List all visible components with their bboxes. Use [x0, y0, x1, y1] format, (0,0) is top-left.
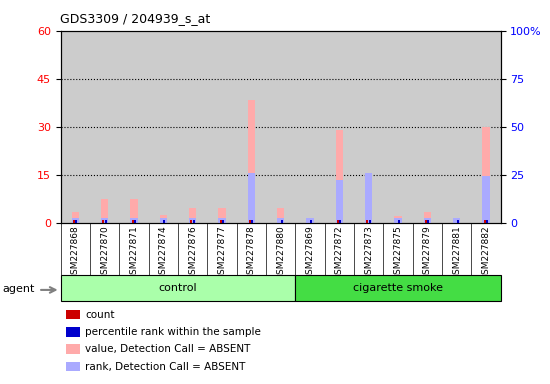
Bar — [366, 220, 368, 223]
Bar — [160, 215, 167, 223]
Bar — [486, 220, 488, 223]
Bar — [398, 220, 400, 223]
Bar — [425, 220, 427, 223]
Bar — [456, 220, 459, 223]
Bar — [218, 208, 226, 223]
Text: GSM227877: GSM227877 — [217, 225, 227, 280]
Text: GSM227875: GSM227875 — [393, 225, 403, 280]
Bar — [483, 220, 486, 223]
Bar — [178, 31, 207, 223]
Bar — [60, 31, 90, 223]
Bar — [102, 220, 104, 223]
Bar — [222, 220, 224, 223]
Bar — [189, 208, 196, 223]
Text: GSM227881: GSM227881 — [452, 225, 461, 280]
Bar — [339, 220, 342, 223]
Text: GSM227882: GSM227882 — [481, 225, 491, 280]
Bar — [249, 220, 251, 223]
Bar — [236, 31, 266, 223]
Text: GSM227870: GSM227870 — [100, 225, 109, 280]
Bar — [207, 31, 236, 223]
Bar — [75, 220, 78, 223]
Bar — [471, 31, 500, 223]
Bar — [277, 218, 284, 223]
Text: GSM227868: GSM227868 — [70, 225, 80, 280]
Text: GSM227872: GSM227872 — [334, 225, 344, 280]
Bar — [324, 31, 354, 223]
Text: GSM227880: GSM227880 — [276, 225, 285, 280]
Bar — [248, 99, 255, 223]
Bar — [101, 218, 108, 223]
Bar — [427, 220, 430, 223]
Text: GSM227869: GSM227869 — [305, 225, 315, 280]
Bar — [337, 220, 339, 223]
Bar — [365, 175, 372, 223]
Bar — [218, 218, 226, 223]
Bar — [90, 31, 119, 223]
Bar — [189, 218, 196, 223]
Bar — [295, 31, 324, 223]
Bar — [72, 218, 79, 223]
Bar — [130, 199, 138, 223]
Text: GSM227871: GSM227871 — [129, 225, 139, 280]
Bar — [130, 218, 138, 223]
Bar — [394, 216, 402, 223]
Bar — [306, 218, 313, 223]
Bar — [310, 220, 312, 223]
Text: GSM227879: GSM227879 — [422, 225, 432, 280]
Bar — [383, 31, 412, 223]
Text: control: control — [158, 283, 197, 293]
Bar — [277, 208, 284, 223]
Bar — [219, 220, 222, 223]
Bar — [336, 130, 343, 223]
Bar — [190, 220, 192, 223]
Text: GSM227873: GSM227873 — [364, 225, 373, 280]
Text: percentile rank within the sample: percentile rank within the sample — [85, 327, 261, 337]
Text: value, Detection Call = ABSENT: value, Detection Call = ABSENT — [85, 344, 251, 354]
Bar — [101, 199, 108, 223]
Text: GSM227876: GSM227876 — [188, 225, 197, 280]
Text: rank, Detection Call = ABSENT: rank, Detection Call = ABSENT — [85, 362, 246, 372]
Text: GSM227874: GSM227874 — [158, 225, 168, 280]
Text: GDS3309 / 204939_s_at: GDS3309 / 204939_s_at — [60, 12, 211, 25]
Bar — [131, 220, 134, 223]
Text: agent: agent — [3, 284, 35, 294]
Text: count: count — [85, 310, 115, 320]
Bar — [336, 180, 343, 223]
Bar — [73, 220, 75, 223]
Bar — [134, 220, 136, 223]
Bar — [104, 220, 107, 223]
FancyBboxPatch shape — [295, 275, 500, 301]
Bar — [442, 31, 471, 223]
Bar — [266, 31, 295, 223]
Bar — [368, 220, 371, 223]
Bar — [248, 173, 255, 223]
Bar — [160, 218, 167, 223]
Bar — [192, 220, 195, 223]
Text: GSM227878: GSM227878 — [246, 225, 256, 280]
Bar — [482, 176, 490, 223]
Bar — [394, 218, 402, 223]
Bar — [365, 173, 372, 223]
Bar — [453, 218, 460, 223]
Bar — [72, 212, 79, 223]
Bar — [163, 220, 166, 223]
Text: cigarette smoke: cigarette smoke — [353, 283, 443, 293]
Bar — [453, 218, 460, 223]
Bar — [424, 218, 431, 223]
Bar — [306, 218, 313, 223]
Bar — [354, 31, 383, 223]
Bar — [412, 31, 442, 223]
Bar — [251, 220, 254, 223]
Bar — [280, 220, 283, 223]
Bar — [148, 31, 178, 223]
Bar — [424, 212, 431, 223]
FancyBboxPatch shape — [60, 275, 295, 301]
Bar — [119, 31, 148, 223]
Bar — [482, 127, 490, 223]
